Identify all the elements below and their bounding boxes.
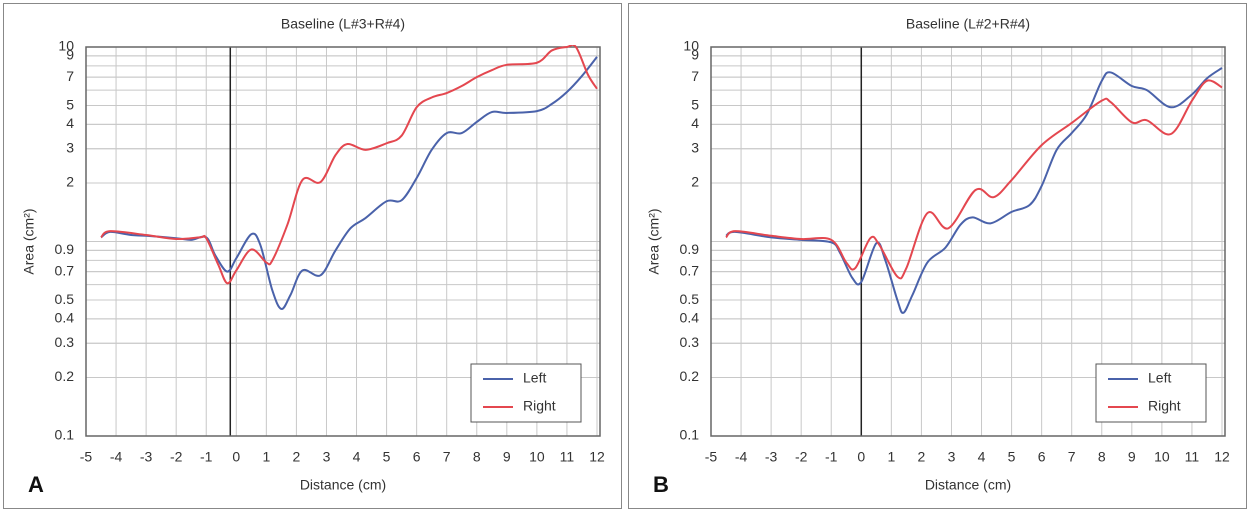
y-tick-label: 0.4 [680, 310, 700, 326]
series-line [100, 45, 598, 285]
x-tick-label: -5 [80, 449, 93, 465]
x-tick-label: 5 [383, 449, 391, 465]
y-axis-label: Area (cm²) [21, 208, 37, 274]
y-tick-label: 0.9 [680, 241, 700, 257]
legend-box [1095, 363, 1207, 423]
x-tick-label: 2 [918, 449, 926, 465]
y-tick-label: 3 [66, 139, 74, 155]
y-tick-label: 3 [691, 139, 699, 155]
x-tick-label: 1 [887, 449, 895, 465]
legend-label: Left [1148, 370, 1171, 386]
y-tick-label: 4 [691, 115, 699, 131]
y-tick-label: 0.3 [680, 334, 700, 350]
x-tick-label: 3 [323, 449, 331, 465]
y-tick-label: 0.1 [680, 427, 700, 443]
x-tick-label: 9 [1128, 449, 1136, 465]
y-tick-label: 0.5 [55, 291, 75, 307]
x-tick-label: -3 [765, 449, 778, 465]
legend-box [470, 363, 582, 423]
x-tick-label: -4 [110, 449, 123, 465]
y-tick-label: 0.4 [55, 310, 75, 326]
x-tick-label: 10 [529, 449, 545, 465]
x-tick-label: 8 [473, 449, 481, 465]
y-axis-label: Area (cm²) [646, 208, 662, 274]
x-tick-label: -1 [825, 449, 838, 465]
x-tick-label: 7 [1068, 449, 1076, 465]
y-tick-label: 5 [691, 96, 699, 112]
x-tick-label: 0 [857, 449, 865, 465]
x-tick-label: 2 [293, 449, 301, 465]
y-tick-label: 2 [66, 174, 74, 190]
y-tick-label: 2 [691, 174, 699, 190]
y-tick-label: 0.2 [55, 368, 75, 384]
x-tick-label: -4 [735, 449, 748, 465]
x-tick-label: 4 [978, 449, 986, 465]
x-tick-label: 5 [1008, 449, 1016, 465]
y-tick-label: 0.7 [680, 262, 700, 278]
x-tick-label: -3 [140, 449, 153, 465]
x-tick-label: 11 [1185, 449, 1200, 465]
x-tick-label: 3 [948, 449, 956, 465]
x-tick-label: 10 [1154, 449, 1170, 465]
panel-label: A [28, 472, 44, 497]
x-tick-label: -2 [795, 449, 808, 465]
y-tick-label: 0.2 [680, 368, 700, 384]
x-tick-label: -5 [705, 449, 718, 465]
x-axis-label: Distance (cm) [300, 477, 386, 493]
y-tick-label: 0.9 [55, 241, 75, 257]
x-tick-label: -2 [170, 449, 183, 465]
x-tick-label: 8 [1098, 449, 1106, 465]
y-tick-label: 9 [66, 47, 74, 63]
series-line [725, 79, 1223, 280]
legend-label: Right [523, 398, 556, 414]
y-tick-label: 9 [691, 47, 699, 63]
x-tick-label: 6 [1038, 449, 1046, 465]
x-tick-label: 9 [503, 449, 511, 465]
y-tick-label: 4 [66, 115, 74, 131]
x-axis-label: Distance (cm) [925, 477, 1011, 493]
x-tick-label: 11 [560, 449, 575, 465]
y-tick-label: 0.1 [55, 427, 75, 443]
plot-border [85, 46, 601, 437]
y-tick-label: 7 [66, 68, 74, 84]
x-tick-label: 6 [413, 449, 421, 465]
y-tick-label: 0.5 [680, 291, 700, 307]
x-tick-label: 7 [443, 449, 451, 465]
x-tick-label: 12 [1214, 449, 1230, 465]
legend-label: Right [1148, 398, 1181, 414]
y-tick-label: 10 [58, 38, 74, 54]
panel-label: B [653, 472, 669, 497]
x-tick-label: 12 [589, 449, 605, 465]
x-tick-label: 1 [262, 449, 270, 465]
plot-border [710, 46, 1226, 437]
chart-title: Baseline (L#3+R#4) [281, 16, 405, 32]
y-tick-label: 0.7 [55, 262, 75, 278]
legend-label: Left [523, 370, 546, 386]
y-tick-label: 10 [683, 38, 699, 54]
y-tick-label: 7 [691, 68, 699, 84]
panel-frame [628, 3, 1247, 509]
chart-title: Baseline (L#2+R#4) [906, 16, 1030, 32]
x-tick-label: -1 [200, 449, 213, 465]
x-tick-label: 4 [353, 449, 361, 465]
panel-frame [3, 3, 622, 509]
x-tick-label: 0 [232, 449, 240, 465]
y-tick-label: 5 [66, 96, 74, 112]
y-tick-label: 0.3 [55, 334, 75, 350]
